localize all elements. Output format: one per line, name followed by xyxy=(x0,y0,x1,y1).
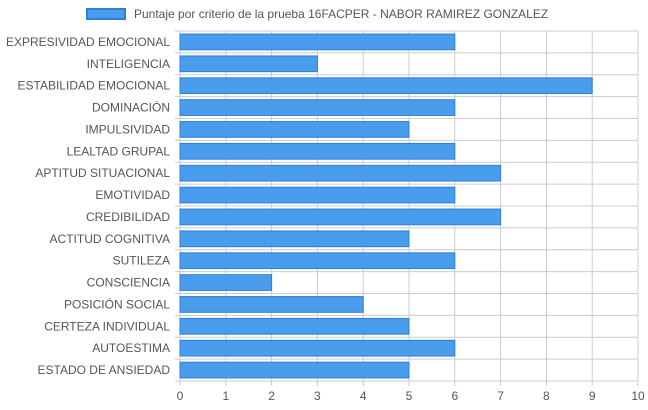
bar[interactable] xyxy=(179,296,364,313)
x-tick-label: 7 xyxy=(497,389,504,403)
x-tick-label: 0 xyxy=(177,389,184,403)
legend-label[interactable]: Puntaje por criterio de la prueba 16FACP… xyxy=(134,7,549,21)
x-tick-label: 6 xyxy=(451,389,458,403)
x-tick-label: 9 xyxy=(589,389,596,403)
category-label: IMPULSIVIDAD xyxy=(85,122,170,136)
bar[interactable] xyxy=(179,164,502,182)
bar[interactable] xyxy=(179,186,456,204)
category-label: INTELIGENCIA xyxy=(87,57,170,71)
category-label: CREDIBILIDAD xyxy=(86,210,170,224)
bar[interactable] xyxy=(179,99,456,116)
bar[interactable] xyxy=(179,252,456,270)
category-label: AUTOESTIMA xyxy=(92,341,170,355)
x-tick-label: 1 xyxy=(222,389,229,403)
x-tick-label: 5 xyxy=(406,389,413,403)
bar[interactable] xyxy=(179,317,410,335)
category-label: DOMINACIÓN xyxy=(92,100,170,115)
x-tick-label: 4 xyxy=(360,389,367,403)
category-label: POSICIÓN SOCIAL xyxy=(64,296,170,311)
x-tick-label: 3 xyxy=(314,389,321,403)
bar[interactable] xyxy=(179,121,410,138)
bar[interactable] xyxy=(179,361,410,379)
bar[interactable] xyxy=(179,339,456,357)
category-label: SUTILEZA xyxy=(113,254,170,268)
category-label: APTITUD SITUACIONAL xyxy=(35,166,170,180)
category-label: CERTEZA INDIVIDUAL xyxy=(44,319,170,333)
bar[interactable] xyxy=(179,230,410,248)
legend-swatch[interactable] xyxy=(86,8,126,20)
x-tick-label: 10 xyxy=(631,389,645,403)
bar[interactable] xyxy=(179,142,456,160)
x-tick-label: 8 xyxy=(543,389,550,403)
category-label: ESTADO DE ANSIEDAD xyxy=(38,363,171,377)
x-tick-label: 2 xyxy=(268,389,275,403)
legend[interactable]: Puntaje por criterio de la prueba 16FACP… xyxy=(0,6,648,24)
bar[interactable] xyxy=(179,33,456,51)
category-label: LEALTAD GRUPAL xyxy=(67,144,171,158)
category-label: CONSCIENCIA xyxy=(87,276,170,290)
bar[interactable] xyxy=(179,208,502,226)
category-label: ESTABILIDAD EMOCIONAL xyxy=(18,79,171,93)
category-label: EMOTIVIDAD xyxy=(95,188,170,202)
category-label: EXPRESIVIDAD EMOCIONAL xyxy=(6,35,170,49)
bar[interactable] xyxy=(179,274,273,291)
bar[interactable] xyxy=(179,77,593,95)
bar[interactable] xyxy=(179,55,318,73)
category-label: ACTITUD COGNITIVA xyxy=(50,232,170,246)
